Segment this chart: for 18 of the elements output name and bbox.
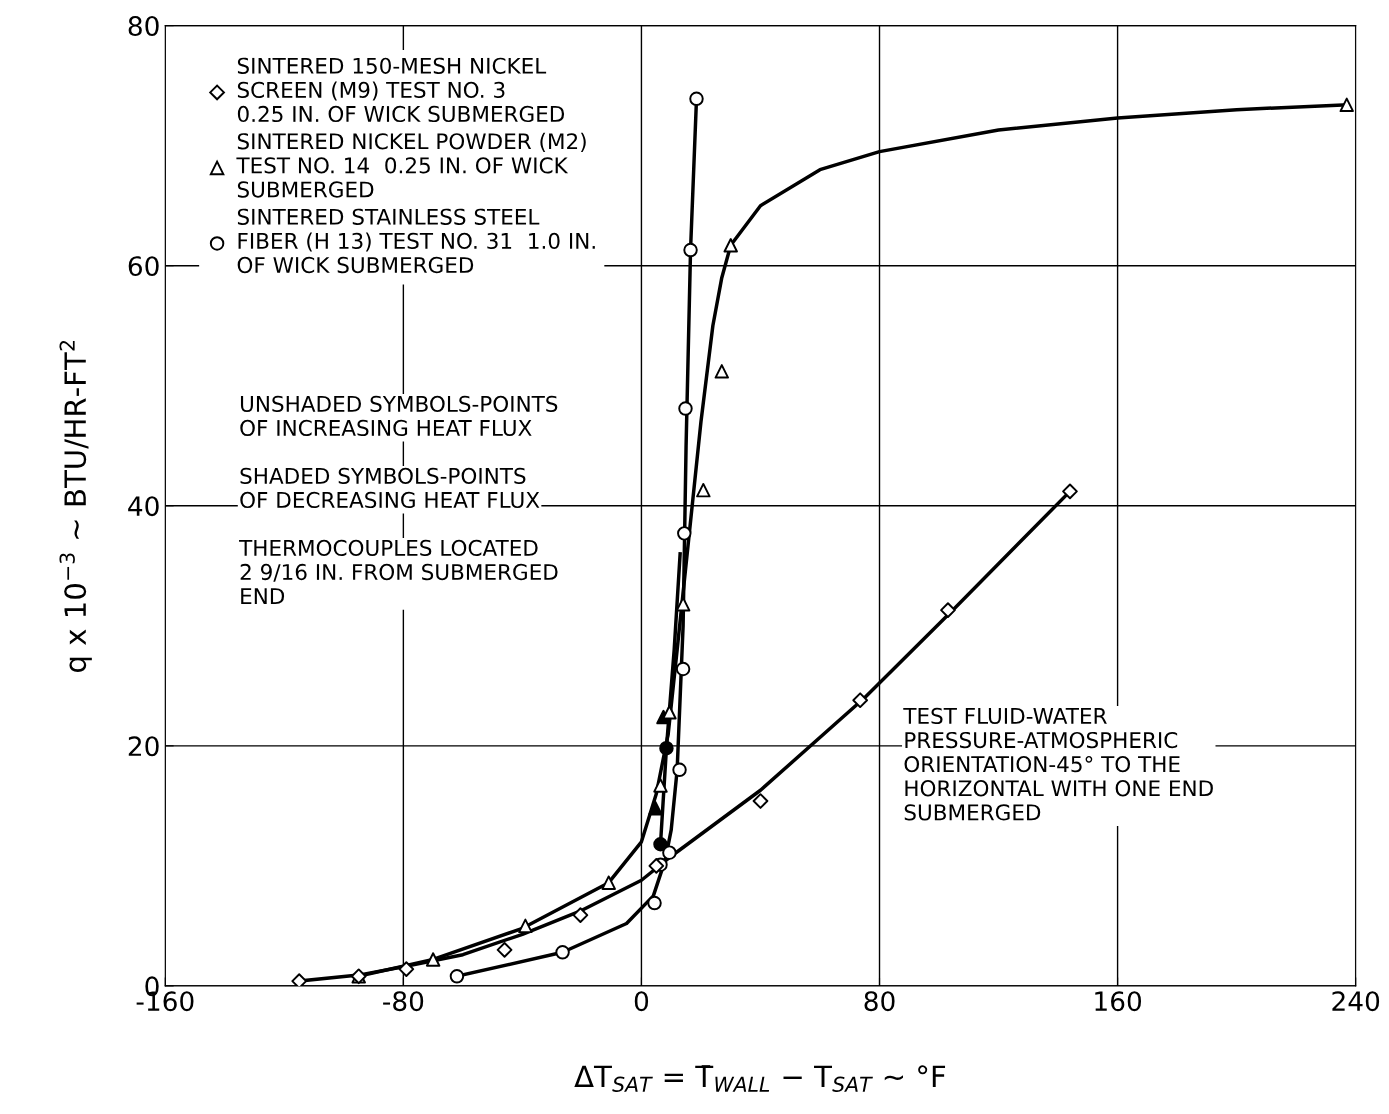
y-tick-label: 60 — [128, 256, 159, 277]
x-tick-label: 0 — [634, 991, 649, 1012]
x-tick-label: 240 — [1332, 991, 1380, 1012]
x-tick-label: 160 — [1095, 991, 1142, 1012]
x-axis-title: ΔT$_{SAT}$ = T̄$_{WALL}$ − T$_{SAT}$ ~ °F — [574, 1065, 946, 1092]
x-tick-label: -80 — [383, 991, 424, 1012]
annotation: SHADED SYMBOLS-POINTS OF DECREASING HEAT FLUX — [240, 467, 540, 509]
y-tick-label: 20 — [128, 736, 159, 757]
legend-label: SINTERED 150-MESH NICKEL SCREEN (M9) TEST NO. 3 0.25 IN. OF WICK SUBMERGED — [237, 57, 565, 123]
y-tick-label: 40 — [128, 496, 159, 517]
annotation: THERMOCOUPLES LOCATED 2 9/16 IN. FROM SUBMERGED END — [239, 539, 558, 604]
x-tick-label: 80 — [864, 991, 895, 1012]
annotation: TEST FLUID-WATER PRESSURE-ATMOSPHERIC ORIENTATION-45° TO THE HORIZONTAL WITH ONE END SUBMERGED — [903, 707, 1213, 821]
legend-label: SINTERED STAINLESS STEEL FIBER (H 13) TEST NO. 31 1.0 IN. OF WICK SUBMERGED — [237, 208, 595, 274]
annotation: UNSHADED SYMBOLS-POINTS OF INCREASING HEAT FLUX — [240, 395, 558, 437]
y-tick-label: 80 — [128, 16, 159, 37]
legend-label: SINTERED NICKEL POWDER (M2) TEST NO. 14 0.25 IN. OF WICK SUBMERGED — [236, 132, 586, 198]
y-axis-title: q x 10$^{−3}$ ~ BTU/HR-FT$^{2}$ — [59, 341, 92, 672]
